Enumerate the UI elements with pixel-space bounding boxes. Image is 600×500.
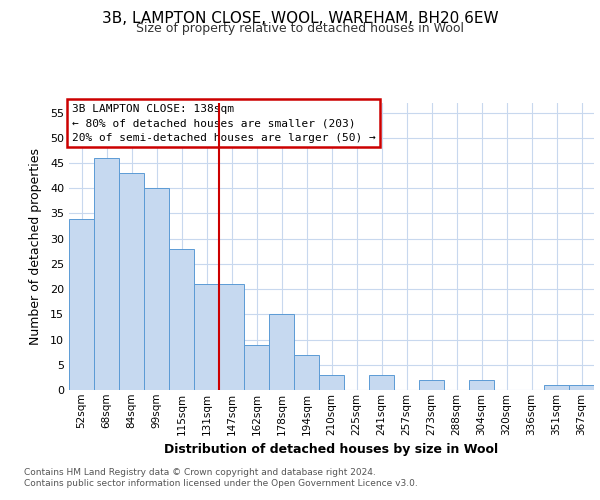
Bar xyxy=(69,218,94,390)
Bar xyxy=(319,375,344,390)
Bar xyxy=(219,284,244,390)
Bar xyxy=(269,314,294,390)
Bar xyxy=(194,284,219,390)
Bar xyxy=(569,385,594,390)
Bar xyxy=(419,380,444,390)
Bar xyxy=(119,173,144,390)
Bar xyxy=(369,375,394,390)
Bar xyxy=(544,385,569,390)
Text: 3B LAMPTON CLOSE: 138sqm
← 80% of detached houses are smaller (203)
20% of semi-: 3B LAMPTON CLOSE: 138sqm ← 80% of detach… xyxy=(71,104,376,142)
Text: Size of property relative to detached houses in Wool: Size of property relative to detached ho… xyxy=(136,22,464,35)
Bar xyxy=(469,380,494,390)
Bar xyxy=(244,344,269,390)
Y-axis label: Number of detached properties: Number of detached properties xyxy=(29,148,41,345)
Text: Contains public sector information licensed under the Open Government Licence v3: Contains public sector information licen… xyxy=(24,480,418,488)
Bar xyxy=(294,354,319,390)
Bar xyxy=(144,188,169,390)
Text: Contains HM Land Registry data © Crown copyright and database right 2024.: Contains HM Land Registry data © Crown c… xyxy=(24,468,376,477)
Bar xyxy=(94,158,119,390)
Bar xyxy=(169,249,194,390)
X-axis label: Distribution of detached houses by size in Wool: Distribution of detached houses by size … xyxy=(164,443,499,456)
Text: 3B, LAMPTON CLOSE, WOOL, WAREHAM, BH20 6EW: 3B, LAMPTON CLOSE, WOOL, WAREHAM, BH20 6… xyxy=(101,11,499,26)
